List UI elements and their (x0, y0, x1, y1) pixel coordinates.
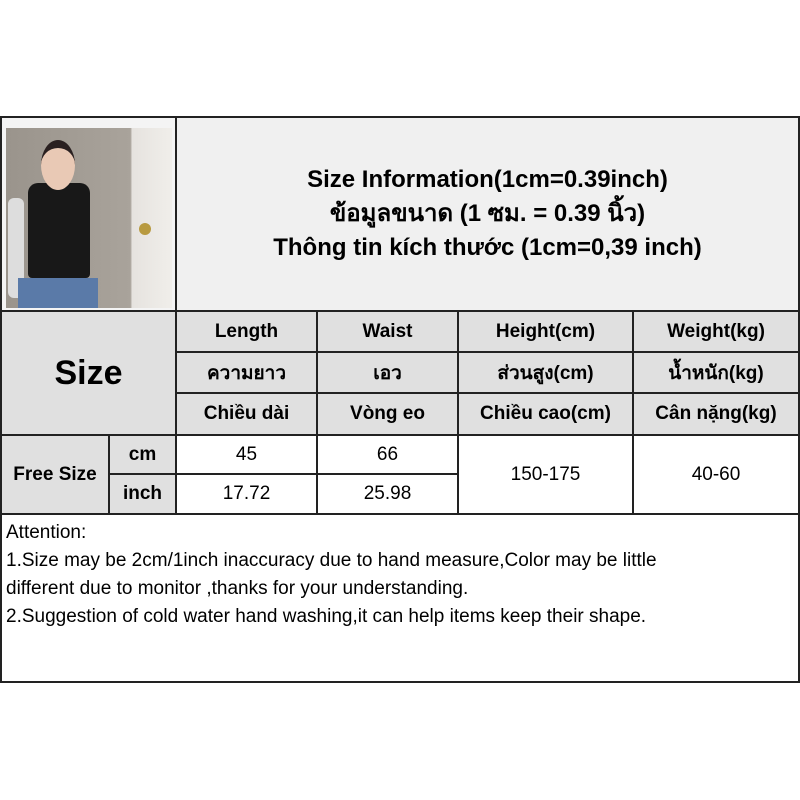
col-waist-vi: Vòng eo (316, 392, 459, 436)
model-photo (6, 128, 172, 308)
header-line-en: Size Information(1cm=0.39inch) (307, 166, 668, 193)
attention-line: 1.Size may be 2cm/1inch inaccuracy due t… (6, 550, 657, 571)
unit-inch: inch (108, 473, 177, 515)
weight-range: 40-60 (632, 434, 800, 515)
product-photo-cell (0, 116, 177, 312)
attention-line: different due to monitor ,thanks for you… (6, 578, 469, 599)
col-length-vi: Chiều dài (175, 392, 318, 436)
attention-notes: Attention: 1.Size may be 2cm/1inch inacc… (0, 513, 800, 683)
col-weight-th: น้ำหนัก(kg) (632, 351, 800, 394)
header-line-vi: Thông tin kích thước (1cm=0,39 inch) (273, 234, 702, 261)
col-length-th: ความยาว (175, 351, 318, 394)
col-height-vi: Chiều cao(cm) (457, 392, 634, 436)
col-weight-vi: Cân nặng(kg) (632, 392, 800, 436)
waist-cm: 66 (316, 434, 459, 475)
waist-inch: 25.98 (316, 473, 459, 515)
height-range: 150-175 (457, 434, 634, 515)
col-waist-th: เอว (316, 351, 459, 394)
size-label: Size (0, 310, 177, 436)
col-length-en: Length (175, 310, 318, 353)
col-weight-en: Weight(kg) (632, 310, 800, 353)
col-waist-en: Waist (316, 310, 459, 353)
row-free-size: Free Size (0, 434, 110, 515)
attention-line: 2.Suggestion of cold water hand washing,… (6, 606, 647, 627)
col-height-en: Height(cm) (457, 310, 634, 353)
size-info-header: Size Information(1cm=0.39inch) ข้อมูลขนา… (175, 116, 800, 312)
col-height-th: ส่วนสูง(cm) (457, 351, 634, 394)
header-line-th: ข้อมูลขนาด (1 ซม. = 0.39 นิ้ว) (329, 200, 646, 227)
length-inch: 17.72 (175, 473, 318, 515)
attention-title: Attention: (6, 522, 87, 543)
unit-cm: cm (108, 434, 177, 475)
length-cm: 45 (175, 434, 318, 475)
